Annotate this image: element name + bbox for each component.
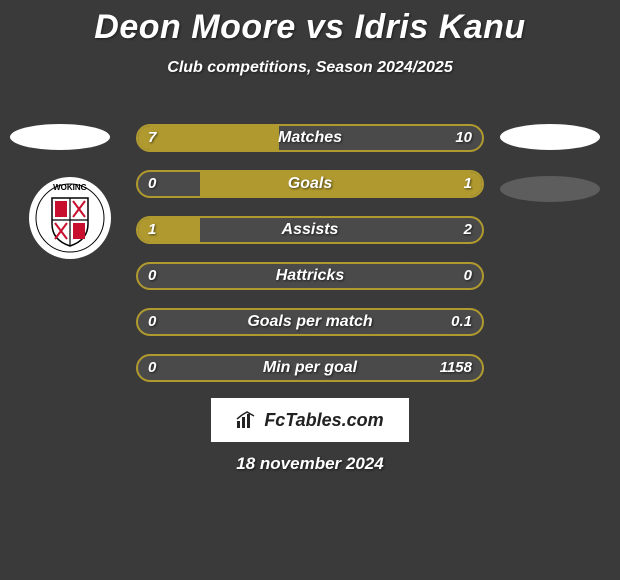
subtitle: Club competitions, Season 2024/2025 — [0, 59, 620, 77]
club-crest: WOKING — [28, 176, 112, 260]
stat-label: Min per goal — [138, 356, 482, 380]
comparison-bars: 710Matches 01Goals 12Assists 00Hattricks 00.… — [136, 124, 484, 400]
stat-label: Goals per match — [138, 310, 482, 334]
watermark: FcTables.com — [211, 398, 409, 442]
stat-row: 710Matches — [136, 124, 484, 152]
stat-row: 01Goals — [136, 170, 484, 198]
stat-row: 00.1Goals per match — [136, 308, 484, 336]
stat-row: 00Hattricks — [136, 262, 484, 290]
page-title: Deon Moore vs Idris Kanu — [0, 0, 620, 47]
stat-label: Hattricks — [138, 264, 482, 288]
stat-label: Matches — [138, 126, 482, 150]
watermark-text: FcTables.com — [264, 410, 383, 431]
stat-label: Assists — [138, 218, 482, 242]
player-left-badge — [10, 124, 110, 150]
stat-row: 01158Min per goal — [136, 354, 484, 382]
crest-text: WOKING — [53, 183, 87, 192]
player-right-badge-secondary — [500, 176, 600, 202]
player-right-badge — [500, 124, 600, 150]
stat-label: Goals — [138, 172, 482, 196]
date: 18 november 2024 — [0, 454, 620, 474]
chart-icon — [236, 411, 258, 429]
stat-row: 12Assists — [136, 216, 484, 244]
